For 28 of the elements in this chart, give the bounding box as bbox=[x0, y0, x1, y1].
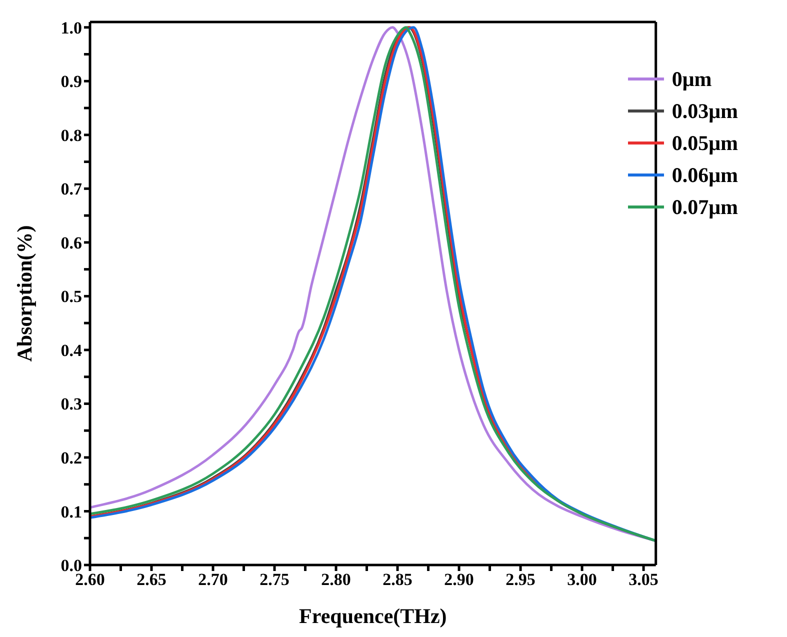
legend-label: 0.03μm bbox=[672, 98, 738, 124]
y-tick-label: 1.0 bbox=[60, 18, 82, 38]
x-tick-label: 2.85 bbox=[382, 570, 412, 590]
y-tick-label: 0.4 bbox=[60, 340, 82, 360]
y-tick-label: 0.6 bbox=[60, 233, 82, 252]
x-tick-label: 2.75 bbox=[260, 570, 290, 590]
x-tick-label: 2.80 bbox=[321, 570, 351, 590]
legend-label: 0.05μm bbox=[672, 130, 738, 156]
y-tick-label: 0.3 bbox=[60, 394, 82, 414]
legend-label: 0.06μm bbox=[672, 162, 738, 188]
x-axis-title: Frequence(THz) bbox=[299, 604, 447, 628]
y-tick-label: 0.7 bbox=[60, 180, 82, 199]
y-tick-label: 0.2 bbox=[60, 448, 82, 468]
x-tick-label: 2.65 bbox=[136, 570, 166, 590]
x-tick-label: 3.05 bbox=[628, 570, 658, 590]
y-axis-title: Absorption(%) bbox=[12, 225, 36, 362]
x-tick-label: 3.00 bbox=[567, 570, 597, 590]
x-tick-label: 2.95 bbox=[506, 570, 536, 590]
legend-label: 0μm bbox=[672, 66, 712, 92]
y-tick-label: 0.9 bbox=[60, 72, 82, 92]
y-tick-label: 0.1 bbox=[60, 502, 82, 522]
line-series bbox=[90, 26, 656, 542]
x-tick-label: 2.60 bbox=[75, 570, 105, 590]
x-tick-label: 2.90 bbox=[444, 570, 474, 590]
y-tick-label: 0.8 bbox=[60, 126, 82, 145]
y-tick-label: 0.5 bbox=[60, 287, 82, 306]
x-tick-label: 2.70 bbox=[198, 570, 228, 590]
legend-label: 0.07μm bbox=[672, 194, 738, 220]
